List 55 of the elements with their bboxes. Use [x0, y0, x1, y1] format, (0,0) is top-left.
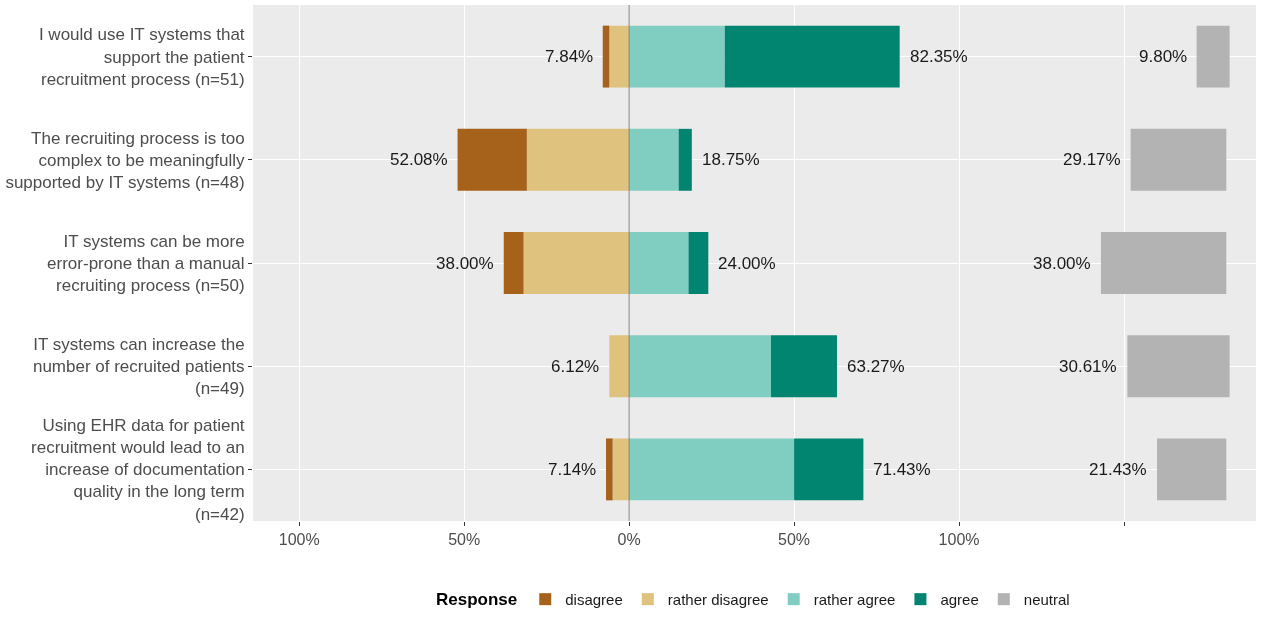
bar [629, 25, 725, 88]
annotation: 6.12% [551, 357, 600, 376]
bar [629, 232, 689, 294]
legend-label: rather agree [813, 591, 896, 609]
bar [457, 128, 527, 191]
bar [1127, 335, 1230, 398]
annotation: 52.08% [390, 150, 448, 169]
bar [609, 25, 630, 88]
y-tick-label: IT systems can increase the number of recruited patients (n=49) [32, 335, 245, 399]
x-tick-label: 50% [778, 531, 811, 549]
bar [612, 438, 630, 501]
annotation: 63.27% [847, 357, 905, 376]
bar [1130, 128, 1227, 191]
bar [1157, 438, 1227, 501]
bar [1100, 232, 1227, 294]
annotation: 71.43% [873, 460, 931, 479]
bar [688, 232, 709, 294]
bar [724, 25, 900, 88]
annotation: 38.00% [1033, 254, 1091, 273]
annotation: 7.84% [545, 47, 594, 66]
annotation: 9.80% [1139, 47, 1188, 66]
legend-label: rather disagree [667, 591, 769, 609]
x-tick-label: 0% [617, 531, 641, 549]
legend-label: disagree [565, 591, 623, 609]
x-tick-label: 50% [448, 531, 481, 549]
bar [1196, 25, 1230, 88]
y-tick-label: I would use IT systems that support the patient recruitment process (n=51) [38, 25, 245, 89]
y-tick-label: Using EHR data for patient recruitment would lead to an increase of documentation quality in the long term (n=42) [31, 416, 245, 524]
legend-label: agree [940, 591, 979, 609]
bar [629, 335, 771, 398]
legend-label: neutral [1023, 591, 1070, 609]
annotation: 7.14% [548, 460, 597, 479]
bar [526, 128, 630, 191]
annotation: 30.61% [1059, 357, 1117, 376]
bar [678, 128, 692, 191]
bar [629, 438, 795, 501]
bar [771, 335, 837, 398]
x-tick-label: 100% [278, 531, 320, 549]
y-tick-label: The recruiting process is too complex to be meaningfully supported by IT systems (n=48) [5, 128, 246, 192]
annotation: 21.43% [1089, 460, 1147, 479]
bar [602, 25, 610, 88]
y-tick-label: IT systems can be more error-prone than a manual recruiting process (n=50) [47, 231, 245, 296]
bar [609, 335, 630, 398]
annotation: 18.75% [702, 150, 760, 169]
bar [629, 128, 679, 191]
bar [503, 232, 524, 294]
annotation: 29.17% [1063, 150, 1121, 169]
annotation: 38.00% [436, 254, 494, 273]
bar [606, 438, 613, 501]
bar [523, 232, 630, 294]
legend-title: Response [436, 590, 518, 610]
annotation: 82.35% [910, 47, 968, 66]
bar [794, 438, 864, 501]
annotation: 24.00% [718, 254, 776, 273]
x-tick-label: 100% [938, 531, 980, 549]
